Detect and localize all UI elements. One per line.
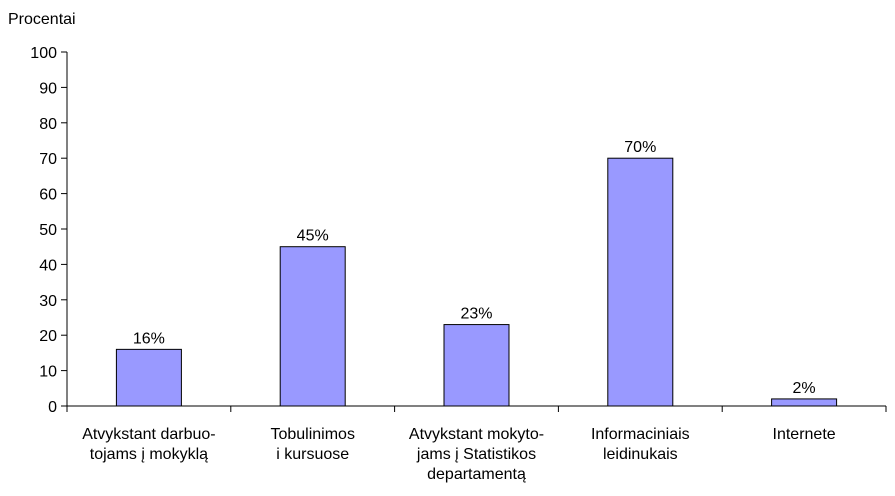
x-tick-label: Atvykstant mokyto-jams į Statistikos depa… [409, 426, 544, 483]
y-tick-label: 80 [39, 116, 57, 133]
y-tick-label: 50 [39, 222, 57, 239]
bar [279, 246, 346, 407]
x-tick-label: Tobulinimos i kursuose [270, 426, 354, 463]
bar [607, 157, 674, 407]
y-tick-label: 30 [39, 293, 57, 310]
y-tick-label: 0 [48, 399, 57, 416]
data-label: 16% [133, 330, 165, 347]
x-tick-label: Internete [773, 426, 836, 443]
data-label: 2% [793, 380, 816, 397]
bar [443, 324, 510, 407]
y-tick-label: 70 [39, 151, 57, 168]
axes-group [66, 52, 887, 412]
y-tick-label: 10 [39, 364, 57, 381]
y-tick-label: 60 [39, 187, 57, 204]
bars-group [115, 157, 838, 407]
bar [115, 348, 182, 407]
data-label: 23% [460, 306, 492, 323]
y-axis-label: Procentai [8, 11, 76, 28]
data-labels-group: 16% 45% 23% 70% 2% [133, 139, 816, 397]
x-axis-labels-group: Atvykstant darbuo-tojams į mokyklą Tobuli… [82, 426, 836, 483]
x-tick-label: Atvykstant darbuo-tojams į mokyklą [82, 426, 215, 463]
y-tick-label: 100 [30, 45, 57, 62]
data-label: 45% [297, 228, 329, 245]
bar [771, 398, 838, 407]
y-tick-label: 40 [39, 257, 57, 274]
x-tick-label: Informaciniais leidinukais [591, 426, 690, 463]
data-label: 70% [624, 139, 656, 156]
y-tick-label: 90 [39, 80, 57, 97]
y-axis-ticks: 0 10 20 30 40 50 60 70 80 90 100 [30, 45, 67, 416]
y-tick-label: 20 [39, 328, 57, 345]
